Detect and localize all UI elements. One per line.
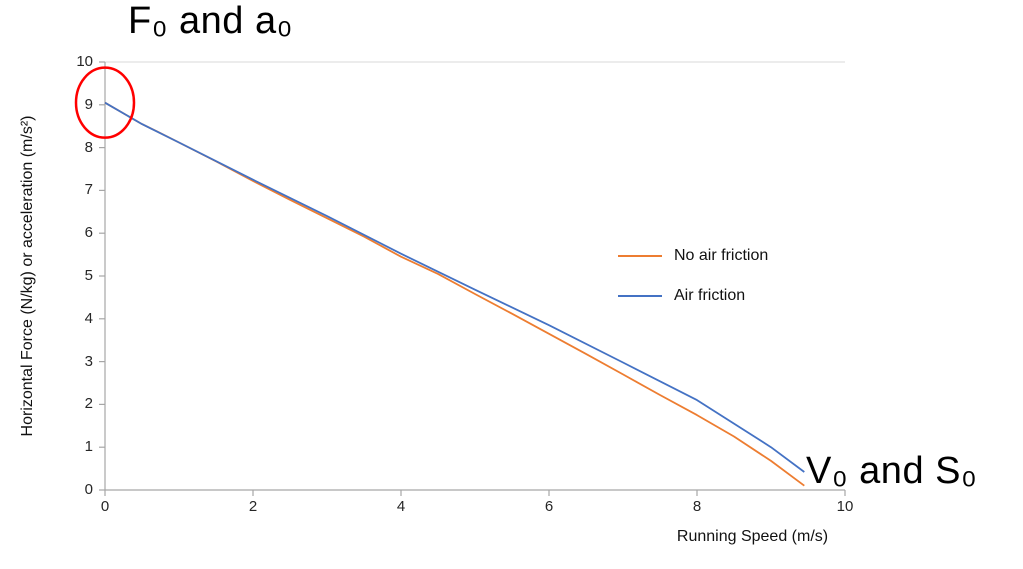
x-tick-label: 10: [836, 498, 854, 515]
y-tick-label: 0: [84, 481, 93, 498]
legend: No air friction Air friction: [618, 236, 768, 316]
x-tick-label: 8: [692, 498, 702, 515]
y-tick-label: 4: [84, 309, 93, 327]
legend-label-air-friction: Air friction: [674, 287, 746, 304]
legend-item-no-air-friction: No air friction: [618, 236, 768, 276]
y-tick-label: 10: [76, 53, 93, 70]
annotation-f0-a0: F₀ and a₀: [128, 0, 293, 42]
y-tick-label: 8: [84, 138, 93, 156]
x-tick-label: 2: [248, 498, 258, 515]
y-axis-title: Horizontal Force (N/kg) or acceleration …: [19, 115, 36, 437]
intercept-circle-annotation: [74, 66, 136, 139]
y-tick-label: 6: [84, 224, 93, 242]
legend-label-no-air-friction: No air friction: [674, 247, 769, 264]
legend-line-swatch-blue: [618, 295, 662, 297]
x-tick-label: 6: [544, 498, 554, 515]
y-tick-label: 1: [84, 438, 93, 456]
y-tick-label: 3: [84, 352, 93, 370]
y-tick-label: 7: [84, 181, 93, 199]
series-line-air-friction: [104, 101, 805, 473]
x-axis-title: Running Speed (m/s): [676, 528, 829, 545]
y-tick-label: 9: [84, 95, 93, 113]
y-tick-label: 2: [84, 395, 93, 413]
y-tick-label: 5: [84, 267, 93, 284]
legend-item-air-friction: Air friction: [618, 276, 768, 316]
annotation-v0-s0: V₀ and S₀: [806, 450, 978, 492]
x-tick-label: 4: [396, 498, 406, 515]
x-tick-label: 0: [100, 498, 110, 515]
legend-line-swatch-orange: [618, 255, 662, 257]
